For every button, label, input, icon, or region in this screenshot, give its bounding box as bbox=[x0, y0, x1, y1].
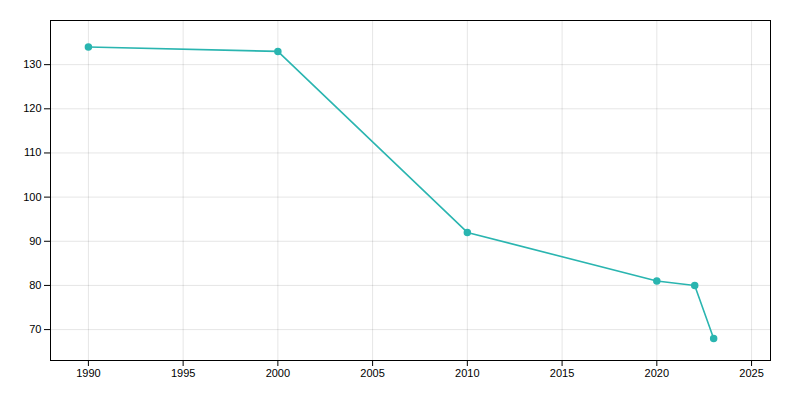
svg-text:90: 90 bbox=[29, 235, 41, 247]
svg-text:130: 130 bbox=[23, 58, 41, 70]
svg-text:100: 100 bbox=[23, 191, 41, 203]
svg-text:120: 120 bbox=[23, 102, 41, 114]
svg-text:2025: 2025 bbox=[739, 367, 763, 379]
svg-text:80: 80 bbox=[29, 279, 41, 291]
svg-text:2010: 2010 bbox=[455, 367, 479, 379]
svg-text:2000: 2000 bbox=[266, 367, 290, 379]
svg-text:1995: 1995 bbox=[171, 367, 195, 379]
svg-text:2005: 2005 bbox=[360, 367, 384, 379]
svg-text:110: 110 bbox=[24, 146, 42, 158]
svg-text:2020: 2020 bbox=[645, 367, 669, 379]
svg-text:1990: 1990 bbox=[76, 367, 100, 379]
svg-text:70: 70 bbox=[29, 323, 41, 335]
svg-text:2015: 2015 bbox=[550, 367, 574, 379]
